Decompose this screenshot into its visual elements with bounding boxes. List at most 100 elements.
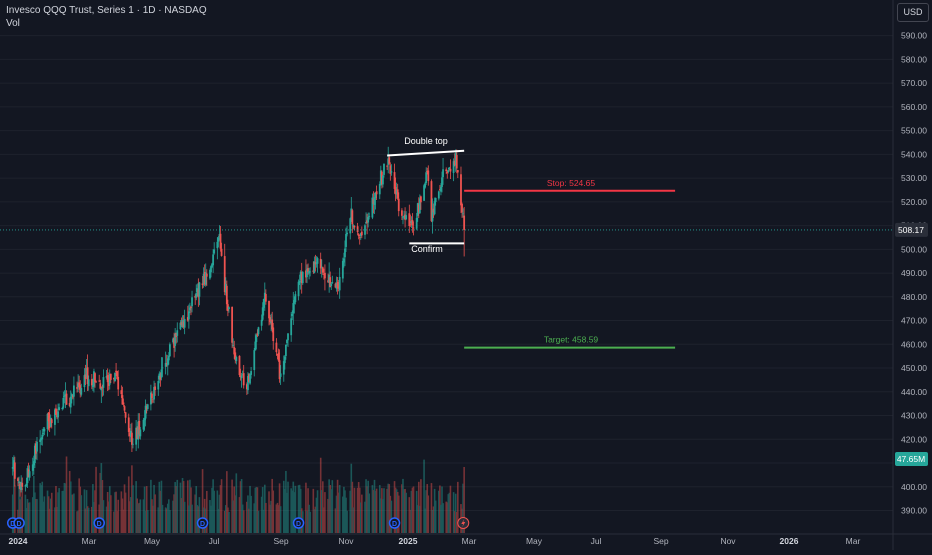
symbol-title[interactable]: Invesco QQQ Trust, Series 1 · 1D · NASDA…: [6, 5, 207, 16]
candle-body: [319, 258, 322, 269]
volume-bar: [396, 491, 399, 533]
candle-body: [368, 216, 371, 218]
candle-body: [93, 371, 95, 387]
volume-bar: [403, 489, 405, 533]
candle-body: [383, 163, 385, 175]
y-tick-label: 420.00: [901, 434, 927, 444]
candle-body: [95, 381, 97, 383]
volume-bar: [241, 504, 244, 533]
candle-body: [203, 271, 206, 285]
candle-body: [327, 280, 329, 283]
dividend-marker[interactable]: D: [196, 517, 209, 529]
volume-bar: [430, 483, 433, 533]
volume-bar: [223, 510, 226, 533]
volume-bar: [247, 495, 249, 533]
volume-bar: [191, 504, 193, 533]
volume-bar: [34, 492, 36, 533]
candle-body: [416, 203, 419, 216]
candle-body: [454, 153, 457, 166]
candle-body: [294, 294, 297, 303]
candle-body: [235, 357, 238, 362]
candle-body: [328, 274, 331, 283]
volume-bar: [99, 472, 102, 533]
candle-body: [168, 344, 171, 357]
volume-bar: [54, 507, 56, 533]
candle-body: [174, 334, 177, 346]
volume-bar: [368, 493, 371, 533]
volume-bar: [350, 463, 353, 533]
volume-bar: [217, 508, 220, 533]
candle-body: [308, 270, 311, 274]
candle-body: [360, 231, 363, 236]
candle-body: [456, 170, 459, 173]
dividend-marker[interactable]: D: [292, 517, 305, 529]
candle-body: [461, 203, 463, 213]
y-tick-label: 480.00: [901, 292, 927, 302]
candle-body: [463, 215, 466, 230]
volume-bar: [113, 511, 115, 533]
dividend-marker[interactable]: D: [388, 517, 401, 529]
double-top-label: Double top: [404, 136, 448, 146]
currency-button[interactable]: USD: [897, 3, 929, 22]
volume-bar: [284, 489, 286, 533]
candle-body: [321, 267, 324, 273]
volume-bar: [277, 505, 280, 533]
volume-bar: [324, 492, 326, 533]
candle-body: [330, 283, 333, 287]
volume-bar: [389, 495, 392, 533]
volume-bar: [372, 490, 375, 533]
candle-body: [100, 388, 103, 391]
volume-bar: [220, 479, 223, 533]
volume-bar: [425, 490, 427, 533]
candle-body: [336, 281, 339, 288]
candle-body: [359, 233, 362, 237]
candles: [11, 146, 466, 497]
volume-bar: [168, 499, 170, 533]
candle-body: [49, 417, 52, 427]
dividend-marker[interactable]: D: [13, 517, 25, 529]
candle-body: [260, 319, 263, 326]
candle-body: [36, 441, 38, 452]
volume-bar: [373, 479, 376, 533]
volume-bar: [292, 481, 295, 533]
candle-body: [408, 213, 411, 227]
volume-bar: [20, 496, 22, 533]
candle-body: [441, 177, 443, 187]
candle-body: [164, 363, 167, 367]
y-tick-label: 590.00: [901, 31, 927, 41]
candle-body: [403, 215, 405, 217]
volume-bar: [331, 480, 334, 533]
candle-body: [209, 269, 211, 279]
dividend-marker[interactable]: D: [93, 517, 105, 529]
bolt-icon: [461, 519, 466, 527]
candle-body: [256, 332, 259, 336]
candle-body: [166, 358, 169, 366]
y-tick-label: 390.00: [901, 506, 927, 516]
volume-indicator-label[interactable]: Vol: [6, 18, 20, 29]
volume-bar: [248, 508, 250, 533]
volume-bar: [176, 479, 179, 533]
volume-bar: [195, 486, 198, 533]
candle-body: [154, 386, 157, 390]
double-top-line[interactable]: [387, 149, 465, 157]
volume-bar: [211, 487, 213, 533]
candle-body: [26, 468, 29, 484]
x-tick-label: Sep: [653, 536, 668, 546]
volume-bar: [293, 492, 296, 533]
candle-body: [122, 402, 125, 405]
dividend-marker-circle: [196, 517, 209, 529]
volume-bar: [349, 490, 352, 533]
earnings-icon[interactable]: [457, 517, 470, 529]
candle-body: [286, 339, 288, 344]
candle-body: [433, 201, 436, 215]
volume-bar: [307, 488, 309, 533]
candle-body: [201, 283, 204, 285]
volume-bar: [454, 493, 457, 533]
volume-bar: [58, 488, 60, 533]
volume-bar: [78, 478, 80, 533]
volume-bar: [91, 506, 93, 533]
candle-body: [448, 167, 451, 170]
volume-bar: [314, 506, 317, 533]
